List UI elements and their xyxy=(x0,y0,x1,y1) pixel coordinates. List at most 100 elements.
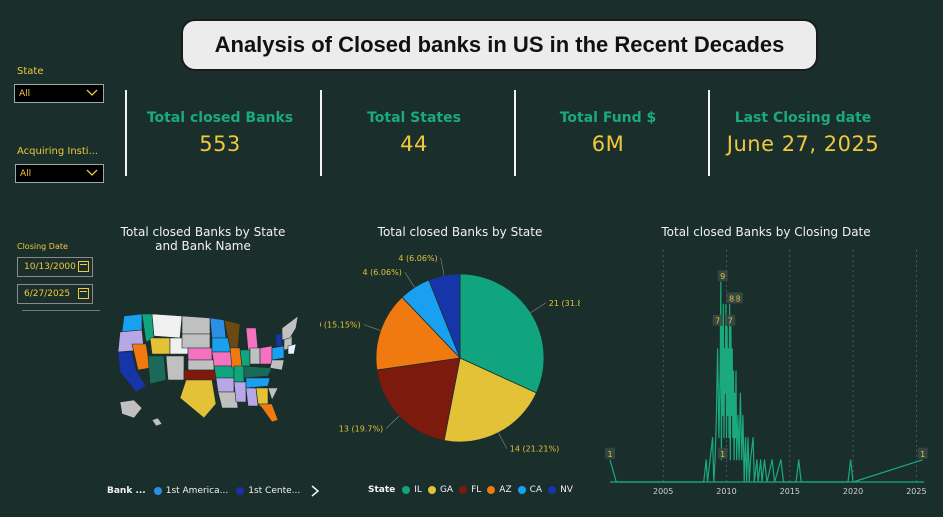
state-shape[interactable] xyxy=(213,365,235,379)
state-shape[interactable] xyxy=(287,343,297,355)
state-shape[interactable] xyxy=(179,379,217,419)
data-label-bg xyxy=(717,270,728,282)
state-shape[interactable] xyxy=(271,345,285,361)
x-tick-label: 2005 xyxy=(653,487,673,496)
state-shape[interactable] xyxy=(245,387,259,407)
pie-data-label: 13 (19.7%) xyxy=(339,424,383,433)
legend-swatch xyxy=(236,487,245,495)
state-shape[interactable] xyxy=(209,317,227,339)
line-chart[interactable]: 2005 2010 2015 2020 2025 1 9 8 7 7 8 1 1 xyxy=(600,244,934,500)
state-shape[interactable] xyxy=(187,347,213,361)
legend-item[interactable]: NV xyxy=(560,485,573,495)
us-map[interactable] xyxy=(112,308,302,428)
legend-item[interactable]: 1st Cente... xyxy=(248,486,301,496)
closings-line[interactable] xyxy=(609,281,923,483)
legend-swatch xyxy=(517,486,526,494)
state-filter-dropdown[interactable]: All xyxy=(14,84,104,103)
closing-date-from-value: 10/13/2000 xyxy=(24,262,76,272)
pie-chart-title: Total closed Banks by State xyxy=(377,225,543,239)
state-shape[interactable] xyxy=(165,355,185,381)
pie-slice[interactable] xyxy=(459,273,545,394)
closing-date-label: Closing Date xyxy=(17,242,68,251)
closing-date-from-input[interactable]: 10/13/2000 xyxy=(17,257,93,277)
pie-leader-line xyxy=(440,257,445,276)
kpi-card: Total Fund $ 6M xyxy=(518,110,698,156)
pie-leader-line xyxy=(404,272,415,288)
hawaii-shape[interactable] xyxy=(151,417,163,427)
state-shape[interactable] xyxy=(245,377,271,389)
kpi-value: 44 xyxy=(400,132,428,156)
acquiring-filter-dropdown[interactable]: All xyxy=(15,164,104,183)
state-shape[interactable] xyxy=(217,391,239,409)
x-tick-label: 2025 xyxy=(906,487,926,496)
state-shape[interactable] xyxy=(257,403,279,423)
state-shape[interactable] xyxy=(215,377,235,393)
state-shape[interactable] xyxy=(151,313,183,339)
state-shape[interactable] xyxy=(267,387,279,401)
data-label-bg xyxy=(717,447,728,459)
data-label-bg xyxy=(726,292,737,304)
state-shape[interactable] xyxy=(147,355,167,385)
pie-slice[interactable] xyxy=(375,296,461,371)
pie-leader-line xyxy=(498,432,508,449)
legend-item[interactable]: GA xyxy=(439,485,454,495)
pie-data-label: 14 (21.21%) xyxy=(510,445,559,454)
state-shape[interactable] xyxy=(243,365,273,379)
legend-swatch xyxy=(459,486,468,494)
pie-slice[interactable] xyxy=(443,357,537,443)
map-chart-title: Total closed Banks by State and Bank Nam… xyxy=(120,225,286,253)
pie-data-label: 4 (6.06%) xyxy=(363,268,402,277)
pie-chart[interactable]: 21 (31.82%) 14 (21.21%) 13 (19.7%) 10 (15.1… xyxy=(320,250,580,470)
state-shape[interactable] xyxy=(269,359,285,371)
state-shape[interactable] xyxy=(187,359,215,371)
data-label: 1 xyxy=(920,450,925,459)
state-shape[interactable] xyxy=(233,381,247,403)
state-shape[interactable] xyxy=(275,333,283,347)
legend-next-arrow-icon[interactable] xyxy=(310,485,320,497)
date-range-slider-track[interactable] xyxy=(22,310,100,311)
state-filter-label: State xyxy=(17,66,44,77)
state-shape[interactable] xyxy=(181,333,211,349)
kpi-label: Total Fund $ xyxy=(559,110,657,126)
acquiring-filter-label: Acquiring Insti... xyxy=(17,146,99,157)
state-shape[interactable] xyxy=(181,315,211,335)
closing-date-to-value: 6/27/2025 xyxy=(24,289,71,299)
state-shape[interactable] xyxy=(233,365,245,383)
alaska-shape[interactable] xyxy=(119,399,143,419)
pie-leader-line xyxy=(385,415,400,429)
data-label: 9 xyxy=(720,272,725,281)
legend-item[interactable]: FL xyxy=(471,485,482,495)
legend-swatch xyxy=(548,486,557,494)
state-shape[interactable] xyxy=(183,369,221,381)
pie-slice[interactable] xyxy=(428,273,461,359)
legend-item[interactable]: 1st America... xyxy=(165,486,229,496)
legend-item[interactable]: CA xyxy=(529,485,543,495)
kpi-card: Total closed Banks 553 xyxy=(130,110,310,156)
data-label: 7 xyxy=(728,317,733,326)
state-shape[interactable] xyxy=(117,351,147,393)
state-shape[interactable] xyxy=(211,337,231,353)
divider xyxy=(514,90,516,176)
state-shape[interactable] xyxy=(259,345,273,365)
x-tick-label: 2015 xyxy=(780,487,800,496)
state-shape[interactable] xyxy=(245,327,259,351)
state-shape[interactable] xyxy=(281,315,299,341)
state-shape[interactable] xyxy=(211,351,233,367)
data-label-bg xyxy=(605,447,615,459)
pie-leader-line xyxy=(363,324,381,331)
state-shape[interactable] xyxy=(149,337,171,355)
state-shape[interactable] xyxy=(249,347,261,365)
kpi-card: Total States 44 xyxy=(324,110,504,156)
kpi-value: 6M xyxy=(591,132,625,156)
state-shape[interactable] xyxy=(239,349,251,367)
legend-item[interactable]: IL xyxy=(414,485,422,495)
calendar-icon[interactable] xyxy=(78,288,89,299)
state-shape[interactable] xyxy=(121,313,143,333)
legend-item[interactable]: AZ xyxy=(499,485,512,495)
pie-slice[interactable] xyxy=(376,357,461,441)
x-tick-label: 2010 xyxy=(716,487,736,496)
calendar-icon[interactable] xyxy=(78,261,89,272)
line-chart-title: Total closed Banks by Closing Date xyxy=(661,225,871,239)
state-shape[interactable] xyxy=(255,387,269,405)
closing-date-to-input[interactable]: 6/27/2025 xyxy=(17,284,93,304)
